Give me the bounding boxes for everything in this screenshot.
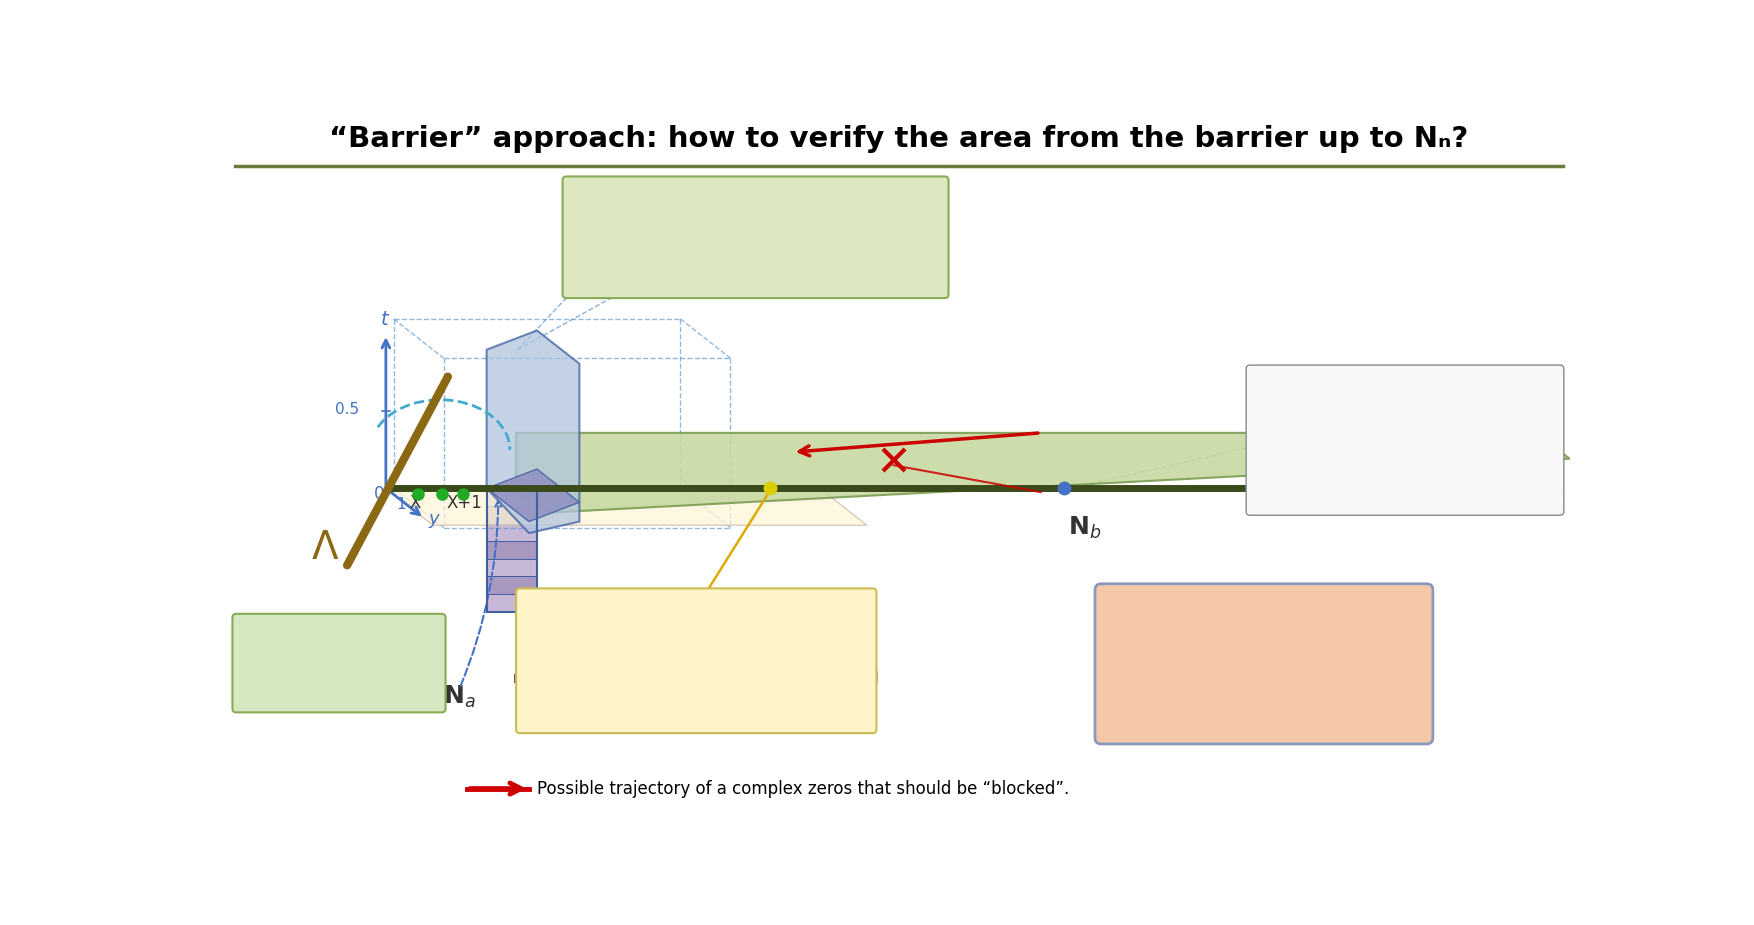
FancyBboxPatch shape [1094, 584, 1433, 744]
Text: ➤  LemmaBound_Sawtooth_calculator: ➤ LemmaBound_Sawtooth_calculator [1117, 690, 1408, 707]
Text: makes the: makes the [242, 644, 328, 659]
Text: Available software tools:: Available software tools: [1147, 602, 1380, 621]
Text: 0: 0 [374, 485, 384, 503]
Text: incremental Lemma Bound terms and only: incremental Lemma Bound terms and only [531, 649, 859, 664]
Text: bound for the: bound for the [745, 191, 868, 209]
Bar [486, 488, 537, 506]
Bar [486, 524, 537, 541]
FancyBboxPatch shape [1245, 365, 1565, 515]
Text: bound is used to establish the: bound is used to establish the [1258, 394, 1489, 409]
Text: X+1: X+1 [446, 494, 482, 512]
Text: bound passes a user defined threshold.: bound passes a user defined threshold. [544, 692, 847, 708]
FancyBboxPatch shape [563, 177, 949, 298]
Bar [486, 506, 537, 524]
Text: ➤  Nₐ_Lemmabound_calculator: ➤ Nₐ_Lemmabound_calculator [1117, 628, 1352, 645]
Polygon shape [486, 330, 579, 533]
Text: Possible trajectory of a complex zeros that should be “blocked”.: Possible trajectory of a complex zeros t… [537, 780, 1070, 797]
Polygon shape [486, 469, 579, 522]
Text: Lemma: Lemma [307, 644, 363, 659]
Text: sufficiently positive.: sufficiently positive. [242, 660, 396, 676]
Text: Triangle: Triangle [1412, 378, 1473, 393]
Text: bound: bound [353, 644, 407, 659]
Text: ‘unmollified’ bound only).: ‘unmollified’ bound only). [1258, 439, 1454, 455]
Text: “Barrier” approach: how to verify the area from the barrier up to Nₙ?: “Barrier” approach: how to verify the ar… [330, 125, 1468, 153]
Text: A fast Approximate: A fast Approximate [1275, 378, 1431, 393]
Polygon shape [516, 433, 1570, 512]
Bar [486, 488, 537, 611]
Text: 1: 1 [396, 497, 407, 512]
Text: requires a full calculation when the incremental: requires a full calculation when the inc… [512, 671, 879, 685]
Text: N$_a$: N$_a$ [444, 684, 475, 710]
Text: 3.: 3. [574, 191, 593, 209]
Text: y₀: y₀ [540, 611, 558, 629]
Bar [486, 576, 537, 594]
Text: Select a ‘mollifier’ that: Select a ‘mollifier’ that [260, 627, 438, 642]
Text: $\Lambda$: $\Lambda$ [310, 529, 339, 567]
Text: x: x [1394, 482, 1407, 500]
Text: Nb point after which analytical: Nb point after which analytical [1258, 409, 1493, 424]
Text: 1.: 1. [242, 627, 258, 642]
Text: 0.5: 0.5 [335, 402, 360, 417]
Text: Only the lower: Only the lower [589, 191, 721, 209]
Text: N$_b$: N$_b$ [1068, 514, 1102, 541]
Polygon shape [386, 488, 866, 525]
Text: ➤  Nₙ_Location_Finder: ➤ Nₙ_Location_Finder [1117, 660, 1284, 675]
Text: t: t [381, 310, 388, 329]
Text: X: X [409, 494, 421, 512]
Text: monotonically increases for y  going to 1.: monotonically increases for y going to 1… [574, 238, 919, 255]
FancyBboxPatch shape [516, 588, 877, 734]
Bar [486, 559, 537, 576]
Bar [486, 541, 537, 559]
Text: line: line [852, 191, 888, 209]
Text: t₀: t₀ [1551, 481, 1565, 499]
Text: error bounds, since the Lemma bound: error bounds, since the Lemma bound [574, 222, 891, 240]
FancyBboxPatch shape [233, 614, 446, 712]
Text: Lemma: Lemma [695, 191, 756, 209]
Bar [486, 594, 537, 611]
Text: y: y [428, 511, 440, 528]
Text: developed, that only calculates the required: developed, that only calculates the requ… [526, 628, 866, 643]
Text: proof takes over (currently: proof takes over (currently [1258, 425, 1463, 439]
Text: A fast “Sawtooth” mechanism has been: A fast “Sawtooth” mechanism has been [544, 606, 849, 621]
Text: 2.: 2. [1258, 378, 1273, 393]
Text: y₀, t₀ needs to be verified to stay above the: y₀, t₀ needs to be verified to stay abov… [574, 206, 937, 225]
